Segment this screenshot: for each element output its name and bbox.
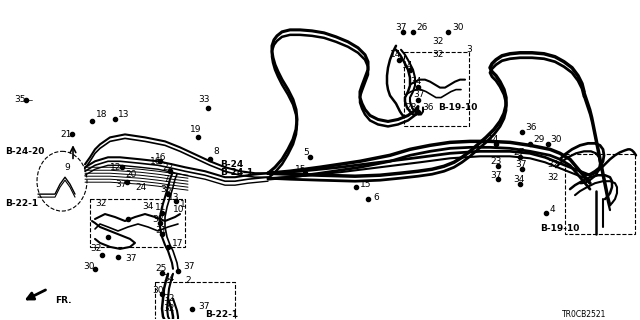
Text: 17: 17: [172, 239, 184, 248]
Text: 37: 37: [183, 262, 195, 271]
Text: 21: 21: [60, 130, 72, 139]
Text: 30: 30: [152, 286, 163, 295]
Text: B-19-10: B-19-10: [438, 103, 477, 112]
Text: B-22-1: B-22-1: [205, 310, 238, 319]
Text: 2: 2: [185, 276, 191, 285]
Text: 15: 15: [295, 165, 307, 174]
Text: 34: 34: [163, 274, 174, 283]
Text: 10: 10: [173, 204, 184, 213]
Text: 32: 32: [90, 244, 101, 253]
Text: 8: 8: [213, 147, 219, 156]
Text: 4: 4: [550, 204, 556, 213]
Text: 5: 5: [303, 148, 308, 157]
Text: 19: 19: [190, 125, 202, 134]
Text: B-24: B-24: [220, 160, 243, 169]
Bar: [90, 199, 185, 247]
Text: 3: 3: [466, 45, 472, 54]
Text: 16: 16: [155, 153, 166, 162]
Text: 30: 30: [550, 135, 561, 144]
Text: 37: 37: [125, 254, 136, 263]
Text: 35: 35: [14, 95, 26, 104]
Text: 37: 37: [395, 23, 406, 32]
Bar: [155, 282, 235, 320]
Text: B-22-1: B-22-1: [5, 199, 38, 208]
Text: 13: 13: [168, 193, 179, 202]
Text: 32: 32: [547, 173, 558, 182]
Text: 37: 37: [490, 171, 502, 180]
Text: B-19-10: B-19-10: [540, 224, 579, 234]
Text: 32: 32: [432, 37, 444, 46]
Text: 37: 37: [515, 160, 527, 169]
Text: 32: 32: [432, 50, 444, 59]
Text: 1: 1: [180, 200, 186, 209]
Text: 36: 36: [422, 103, 433, 112]
Text: B-24-20: B-24-20: [5, 147, 44, 156]
Text: 26: 26: [416, 23, 428, 32]
Text: 12: 12: [110, 163, 122, 172]
Text: 32: 32: [547, 160, 558, 169]
Text: 25: 25: [155, 264, 166, 273]
Text: 6: 6: [373, 193, 379, 202]
Bar: [565, 154, 635, 234]
Text: B-24-1: B-24-1: [220, 168, 253, 177]
Text: 38: 38: [152, 214, 163, 224]
Text: 9: 9: [64, 163, 70, 172]
Text: 15: 15: [360, 180, 371, 189]
Text: 32: 32: [95, 199, 106, 208]
Text: 16: 16: [150, 157, 161, 166]
Text: 28: 28: [405, 103, 417, 112]
Text: 32: 32: [163, 294, 174, 303]
Text: 14: 14: [402, 61, 413, 70]
Text: 36: 36: [525, 123, 536, 132]
Text: 30: 30: [83, 262, 95, 271]
Text: 31: 31: [155, 227, 166, 236]
Text: 34: 34: [513, 175, 524, 184]
Text: 27: 27: [513, 148, 524, 157]
Text: 24: 24: [135, 183, 147, 192]
Text: 7: 7: [163, 175, 169, 184]
Text: 22: 22: [162, 163, 173, 172]
Text: 37: 37: [413, 90, 424, 99]
Text: 14: 14: [488, 135, 499, 144]
Text: TR0CB2521: TR0CB2521: [562, 310, 606, 319]
Text: 34: 34: [410, 77, 421, 86]
Text: 34: 34: [142, 202, 154, 211]
Text: FR.: FR.: [55, 296, 72, 305]
Text: 11: 11: [155, 203, 166, 212]
Text: 14: 14: [390, 50, 401, 59]
Text: 32: 32: [163, 304, 174, 313]
Text: 33: 33: [198, 95, 209, 104]
Text: 18: 18: [96, 110, 108, 119]
Text: 30: 30: [452, 23, 463, 32]
Text: 37: 37: [115, 180, 127, 189]
Bar: [404, 52, 469, 126]
Text: 23: 23: [490, 157, 501, 166]
Text: 37: 37: [198, 302, 209, 311]
Text: 29: 29: [533, 135, 545, 144]
Text: 13: 13: [118, 110, 129, 119]
Text: 35: 35: [160, 185, 172, 194]
Text: 20: 20: [125, 170, 136, 179]
